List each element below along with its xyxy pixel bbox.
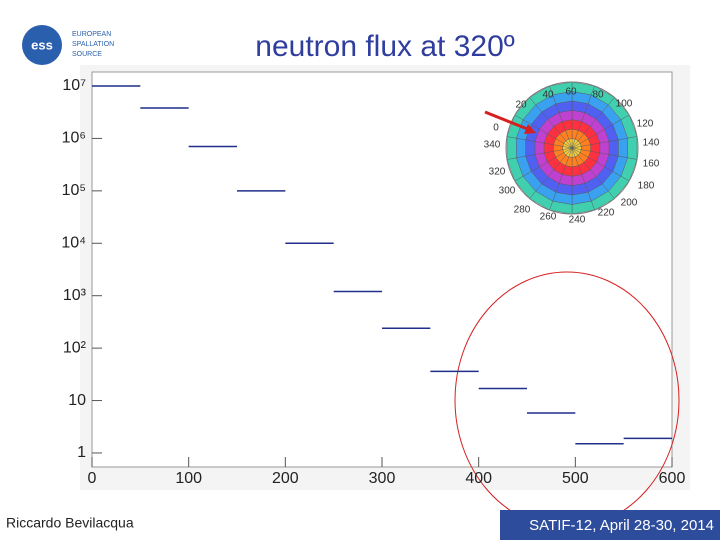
inset-cell [608, 139, 619, 157]
y-tick-label: 10² [63, 339, 87, 356]
inset-angle-label: 260 [540, 212, 557, 223]
inset-cell [627, 136, 638, 160]
x-tick-label: 100 [175, 470, 202, 487]
y-tick-label: 10⁶ [62, 130, 86, 147]
inset-cell [534, 141, 545, 155]
y-tick-label: 1 [77, 444, 86, 461]
event: SATIF-12, April 28-30, 2014 [529, 517, 714, 534]
logo-text: EUROPEAN [72, 31, 111, 38]
inset-angle-label: 340 [484, 140, 501, 151]
inset-angle-label: 280 [514, 205, 531, 216]
inset-cell [618, 137, 628, 159]
inset-angle-label: 100 [616, 99, 633, 110]
inset-angle-label: 240 [569, 215, 586, 226]
x-tick-label: 400 [465, 470, 492, 487]
inset-angle-label: 60 [565, 87, 577, 98]
inset-angle-label: 180 [638, 181, 655, 192]
x-tick-label: 200 [272, 470, 299, 487]
inset-angle-label: 160 [643, 159, 660, 170]
inset-angle-label: 300 [499, 186, 516, 197]
inset-angle-label: 220 [598, 208, 615, 219]
x-tick-label: 300 [369, 470, 396, 487]
inset-angle-label: 40 [542, 90, 554, 101]
inset-cell [516, 137, 526, 159]
y-tick-label: 10⁷ [62, 77, 86, 94]
y-tick-label: 10³ [63, 287, 87, 304]
arrow [484, 110, 531, 132]
logo-mark-text: ess [31, 37, 53, 52]
inset-angle-label: 0 [493, 123, 499, 134]
arrow-head [524, 124, 536, 134]
logo-text: SPALLATION [72, 41, 114, 48]
footer-band [500, 510, 720, 540]
y-tick-label: 10 [68, 392, 86, 409]
inset-cell [506, 136, 517, 160]
logo-text: SOURCE [72, 51, 102, 58]
y-tick-label: 10⁴ [61, 234, 86, 251]
x-tick-label: 500 [562, 470, 589, 487]
x-tick-label: 0 [88, 470, 97, 487]
logo-mark [22, 25, 62, 65]
inset-angle-label: 80 [592, 90, 604, 101]
logo: ess EUROPEAN SPALLATION SOURCE [22, 25, 114, 65]
inset-cell [525, 139, 536, 157]
x-tick-label: 600 [659, 470, 686, 487]
inset-rim [505, 81, 639, 215]
author: Riccardo Bevilacqua [6, 515, 134, 531]
inset-angle-label: 200 [621, 198, 638, 209]
inset-angle-label: 140 [643, 138, 660, 149]
slide-title: neutron flux at 320º [255, 30, 515, 63]
inset-angle-label: 20 [515, 100, 527, 111]
inset-angle-label: 120 [637, 119, 654, 130]
inset-angle-label: 320 [489, 167, 506, 178]
y-tick-label: 10⁵ [62, 182, 86, 199]
inset-cell [599, 141, 610, 155]
